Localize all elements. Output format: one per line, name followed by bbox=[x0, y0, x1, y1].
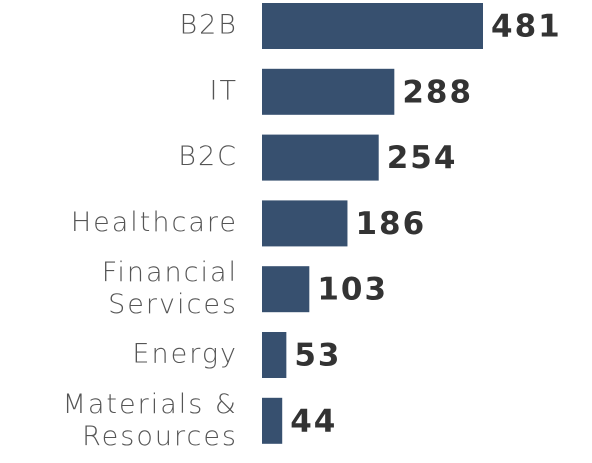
bar bbox=[262, 397, 283, 444]
bar bbox=[262, 332, 287, 378]
value-label: 103 bbox=[317, 272, 388, 308]
bar bbox=[262, 68, 395, 115]
value-label: 288 bbox=[402, 74, 473, 110]
category-label: B2B bbox=[179, 10, 238, 41]
category-label: Energy bbox=[132, 339, 238, 370]
value-label: 186 bbox=[355, 206, 426, 242]
value-label: 53 bbox=[294, 338, 341, 374]
value-label: 254 bbox=[387, 140, 458, 176]
category-label: Healthcare bbox=[71, 207, 238, 238]
value-label: 44 bbox=[290, 403, 337, 439]
category-label: IT bbox=[210, 75, 238, 106]
category-label: Materials & Resources bbox=[63, 388, 238, 451]
category-label: B2C bbox=[178, 141, 238, 172]
bar bbox=[262, 134, 379, 181]
value-label: 481 bbox=[491, 9, 562, 45]
bar bbox=[262, 266, 310, 313]
bar bbox=[262, 200, 348, 247]
bar bbox=[262, 3, 483, 49]
category-label: Financial Services bbox=[102, 257, 238, 320]
